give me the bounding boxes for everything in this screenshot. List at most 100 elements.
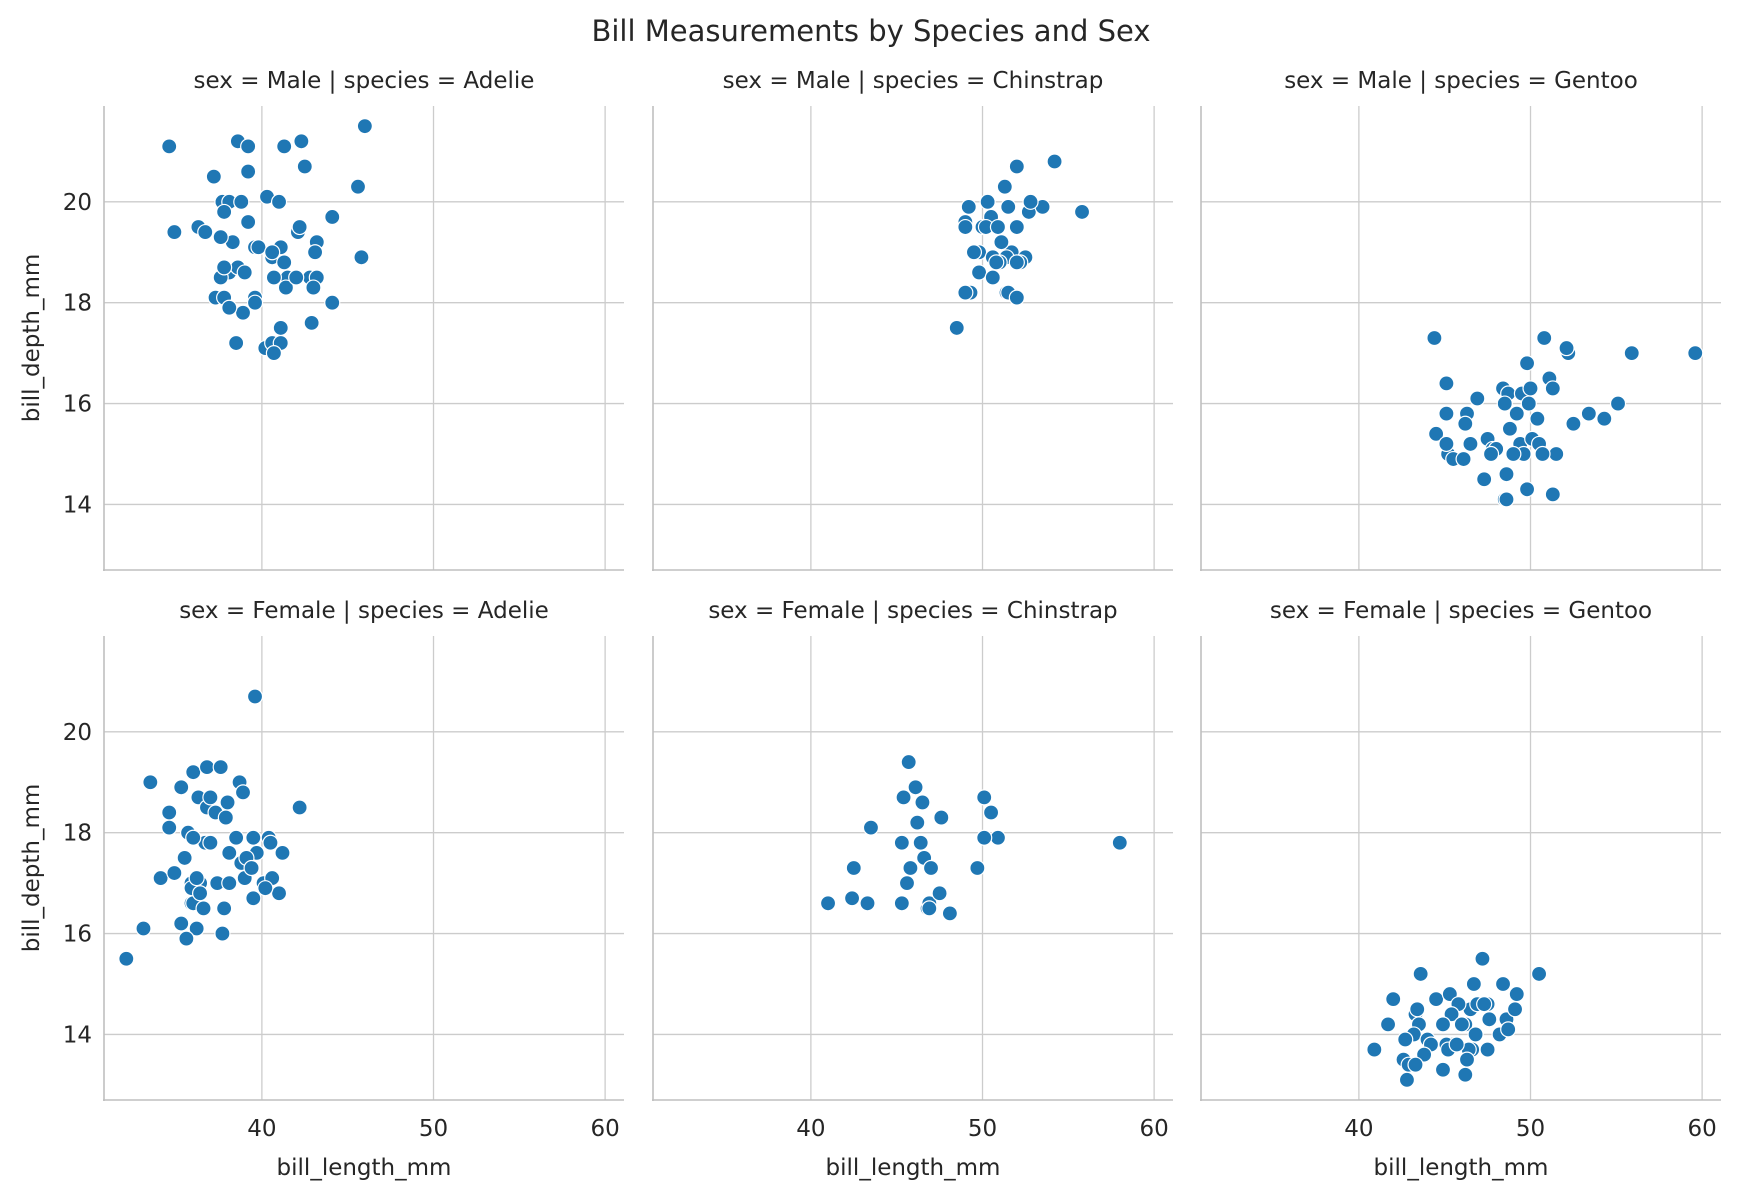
x-axis-label: bill_length_mm (1374, 1155, 1549, 1181)
data-point (202, 834, 219, 851)
data-point (1409, 1001, 1426, 1018)
data-point (1438, 435, 1455, 453)
data-point (118, 950, 135, 967)
data-point (1529, 410, 1546, 427)
data-point (1046, 153, 1063, 170)
data-point (234, 304, 252, 321)
data-point (262, 834, 279, 851)
data-point (217, 809, 234, 826)
data-point (1457, 415, 1474, 432)
data-point (843, 890, 861, 907)
data-point (921, 900, 938, 917)
facet-title: sex = Male | species = Adelie (194, 68, 535, 94)
data-point (1482, 445, 1500, 463)
data-point (276, 138, 293, 155)
data-point (212, 759, 229, 776)
chart-title: Bill Measurements by Species and Sex (591, 14, 1150, 48)
data-point (166, 864, 183, 882)
data-point (221, 844, 238, 861)
data-point (931, 885, 948, 902)
data-point (161, 819, 178, 836)
data-point (819, 895, 837, 912)
data-point (349, 178, 367, 195)
data-point (197, 223, 214, 241)
data-point (965, 244, 983, 261)
data-point (152, 869, 169, 887)
data-point (993, 234, 1010, 251)
data-point (979, 193, 996, 210)
data-point (1476, 471, 1493, 488)
data-point (1008, 218, 1025, 236)
data-point (324, 208, 341, 226)
data-point (1438, 375, 1455, 392)
x-tick-label: 50 (419, 1116, 448, 1142)
data-point (198, 759, 216, 776)
data-point (914, 794, 931, 811)
data-point (246, 294, 264, 311)
data-point (1428, 991, 1445, 1008)
data-point (356, 118, 373, 135)
data-point (274, 844, 291, 861)
data-point (1426, 329, 1443, 347)
data-point (893, 895, 910, 912)
data-point (1506, 1001, 1524, 1018)
data-point (1518, 481, 1536, 498)
data-point (173, 779, 190, 796)
data-point (1465, 975, 1482, 993)
data-point (233, 193, 250, 210)
data-point (1501, 420, 1519, 437)
data-point (1580, 405, 1597, 422)
data-point (306, 244, 324, 261)
data-point (1536, 329, 1553, 347)
data-point (1596, 410, 1613, 427)
y-axis-label: bill_depth_mm (19, 784, 45, 953)
data-point (221, 875, 238, 892)
data-point (166, 223, 183, 241)
data-point (245, 829, 262, 846)
y-tick-label: 18 (63, 821, 92, 847)
data-point (862, 819, 880, 836)
data-point (1438, 405, 1455, 422)
data-point (1609, 395, 1627, 412)
data-point (305, 279, 322, 296)
data-point (1687, 345, 1704, 362)
data-point (1008, 289, 1025, 306)
data-point (1448, 1036, 1465, 1053)
data-point (941, 905, 958, 922)
data-point (1022, 193, 1039, 210)
data-point (859, 895, 876, 912)
data-point (240, 138, 257, 155)
data-point (984, 269, 1001, 286)
data-point (933, 809, 950, 826)
data-point (1073, 203, 1091, 221)
data-point (216, 203, 233, 221)
data-point (1530, 965, 1548, 983)
data-point (845, 859, 862, 877)
data-point (1457, 1066, 1474, 1083)
data-point (240, 213, 257, 231)
data-point (907, 779, 924, 796)
data-point (173, 915, 190, 932)
x-axis-label: bill_length_mm (277, 1155, 452, 1181)
data-point (216, 259, 233, 276)
data-point (1453, 1016, 1470, 1033)
y-tick-label: 14 (63, 1022, 92, 1048)
y-tick-label: 16 (63, 392, 92, 418)
x-tick-label: 60 (1139, 1116, 1168, 1142)
data-point (228, 334, 245, 352)
data-point (960, 198, 977, 215)
data-point (909, 814, 926, 831)
data-point (1434, 1061, 1452, 1078)
data-point (270, 193, 288, 210)
facet-panel-3: sex = Male | species = Gentoo (1200, 68, 1721, 571)
data-point (1467, 1026, 1484, 1043)
data-point (1518, 355, 1536, 372)
facet-panel-4: sex = Female | species = Adelie 14 16 18 20 b… (19, 598, 624, 1181)
x-tick-label: 50 (968, 1116, 997, 1142)
data-point (1434, 1016, 1452, 1033)
data-point (291, 218, 308, 236)
data-point (1398, 1071, 1416, 1088)
facet-title: sex = Male | species = Gentoo (1284, 68, 1638, 94)
data-point (1008, 158, 1025, 175)
